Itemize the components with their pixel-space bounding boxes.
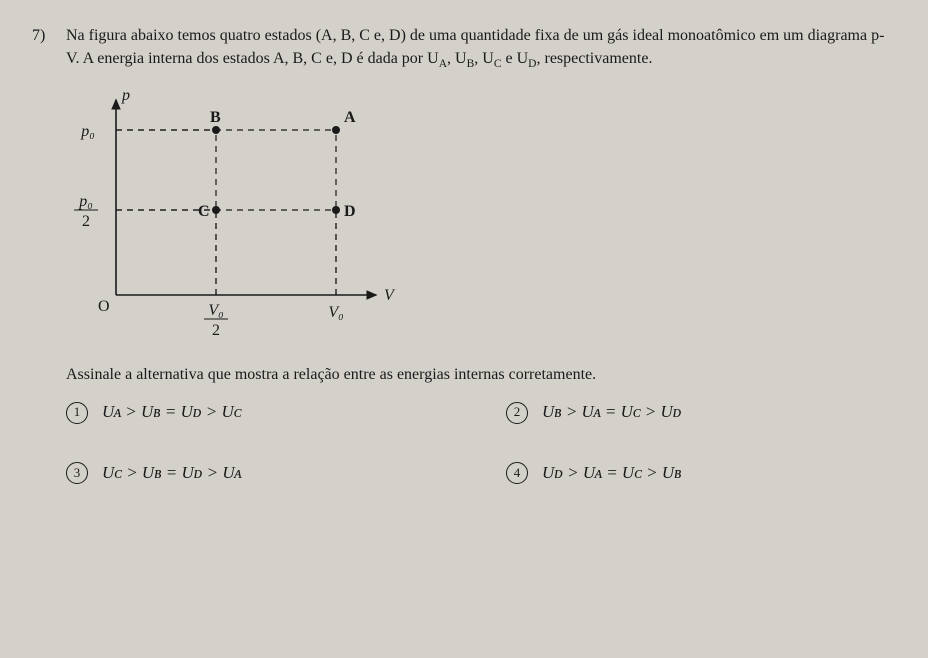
answer-prompt: Assinale a alternativa que mostra a rela…: [66, 363, 896, 386]
q-text-3: , U: [474, 50, 494, 67]
svg-text:D: D: [344, 203, 356, 220]
svg-text:V₀: V₀: [208, 302, 223, 319]
svg-text:2: 2: [212, 322, 220, 339]
svg-text:A: A: [344, 109, 356, 126]
svg-text:C: C: [198, 203, 210, 220]
question-block: 7) Na figura abaixo temos quatro estados…: [32, 24, 896, 73]
q-text-2: , U: [447, 50, 467, 67]
svg-text:B: B: [210, 109, 221, 126]
option-marker: 3: [66, 462, 88, 484]
svg-text:O: O: [98, 298, 110, 315]
q-sub-3: C: [494, 58, 502, 70]
option-marker: 4: [506, 462, 528, 484]
option-3[interactable]: 3 Uᴄ > Uʙ = Uᴅ > Uᴀ: [66, 461, 456, 486]
svg-text:2: 2: [82, 213, 90, 230]
pv-diagram: p V Op₀ 2 p₀ V₀ 2 V₀ B A C D: [66, 85, 406, 355]
option-marker: 2: [506, 402, 528, 424]
question-number: 7): [32, 24, 58, 73]
option-formula: Uᴄ > Uʙ = Uᴅ > Uᴀ: [102, 461, 241, 486]
svg-text:V: V: [384, 287, 396, 304]
svg-text:V₀: V₀: [328, 304, 343, 321]
option-formula: Uʙ > Uᴀ = Uᴄ > Uᴅ: [542, 400, 681, 425]
q-text-5: , respectivamente.: [537, 50, 653, 67]
question-text: Na figura abaixo temos quatro estados (A…: [66, 24, 896, 73]
option-1[interactable]: 1 Uᴀ > Uʙ = Uᴅ > Uᴄ: [66, 400, 456, 425]
option-2[interactable]: 2 Uʙ > Uᴀ = Uᴄ > Uᴅ: [506, 400, 896, 425]
option-formula: Uᴀ > Uʙ = Uᴅ > Uᴄ: [102, 400, 241, 425]
option-formula: Uᴅ > Uᴀ = Uᴄ > Uʙ: [542, 461, 681, 486]
q-sub-1: A: [439, 58, 447, 70]
option-marker: 1: [66, 402, 88, 424]
options-grid: 1 Uᴀ > Uʙ = Uᴅ > Uᴄ 2 Uʙ > Uᴀ = Uᴄ > Uᴅ 3 Uᴄ …: [66, 400, 896, 485]
q-text-4: e U: [502, 50, 529, 67]
svg-text:p₀: p₀: [80, 123, 95, 140]
svg-text:p₀: p₀: [78, 193, 93, 210]
option-4[interactable]: 4 Uᴅ > Uᴀ = Uᴄ > Uʙ: [506, 461, 896, 486]
q-sub-4: D: [528, 58, 536, 70]
svg-text:p: p: [121, 87, 130, 104]
